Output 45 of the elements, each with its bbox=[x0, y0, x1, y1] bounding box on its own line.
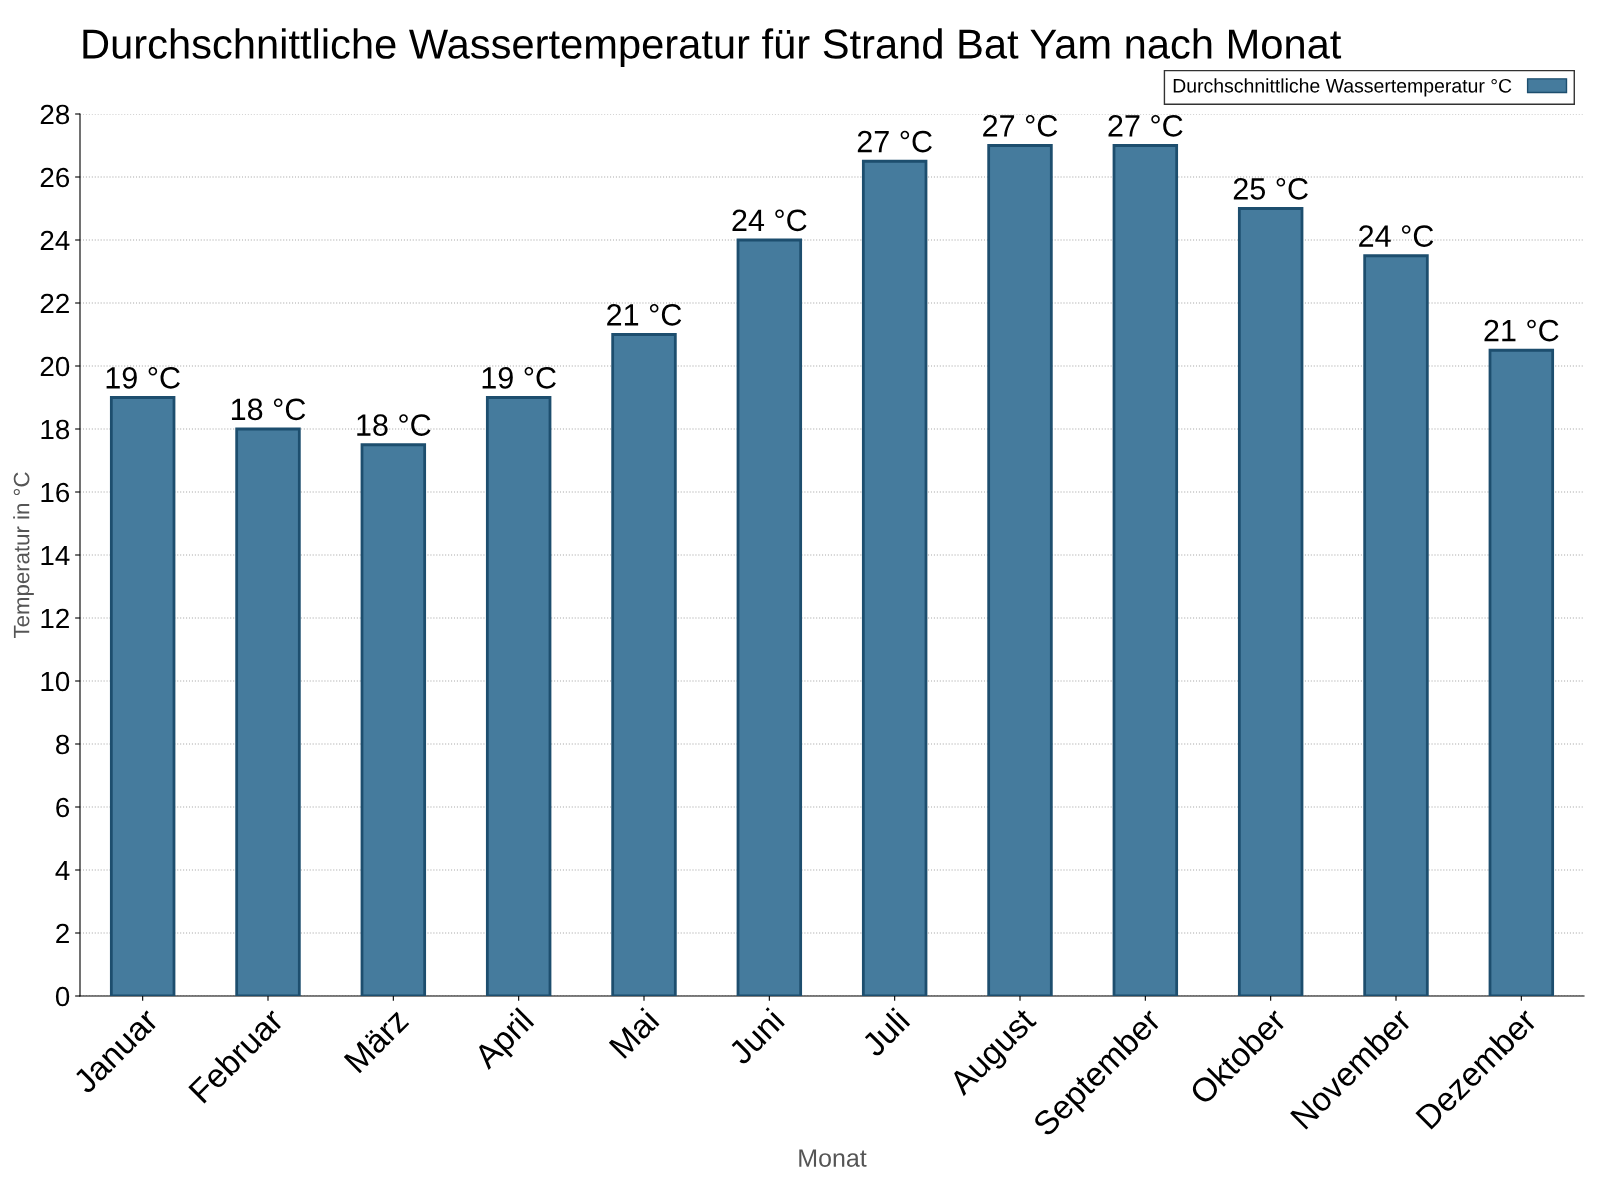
bar bbox=[235, 427, 301, 996]
y-tick-label: 0 bbox=[55, 986, 70, 1007]
bar bbox=[861, 159, 928, 996]
bar bbox=[611, 333, 677, 996]
y-tick-label: 24 bbox=[40, 230, 70, 251]
data-label: 27 °C bbox=[857, 130, 932, 153]
data-label: 25 °C bbox=[1233, 178, 1308, 200]
y-tick-label: 20 bbox=[40, 356, 70, 377]
data-label: 24 °C bbox=[1359, 225, 1434, 247]
y-tick-label: 18 bbox=[41, 419, 70, 440]
y-tick-label: 6 bbox=[56, 797, 70, 818]
bar bbox=[360, 443, 427, 996]
y-tick-label: 4 bbox=[55, 860, 70, 881]
y-tick-label: 8 bbox=[56, 734, 70, 755]
y-tick-label: 14 bbox=[41, 545, 70, 566]
y-tick-label: 22 bbox=[40, 293, 69, 314]
y-tick-label: 26 bbox=[40, 167, 70, 188]
bar bbox=[1112, 144, 1179, 996]
data-label: 18 °C bbox=[357, 414, 431, 436]
data-label: 21 °C bbox=[607, 304, 682, 326]
y-axis-title: Temperatur in °C bbox=[13, 472, 34, 638]
bar bbox=[1237, 207, 1304, 996]
bar bbox=[1488, 348, 1555, 996]
y-tick-label: 16 bbox=[41, 482, 70, 503]
data-label: 27 °C bbox=[983, 115, 1058, 137]
x-axis-title: Monat bbox=[799, 1149, 867, 1167]
x-tick-label: Mai bbox=[607, 1007, 660, 1060]
data-label: 19 °C bbox=[106, 367, 180, 389]
y-tick-label: 12 bbox=[41, 608, 69, 629]
data-label: 27 °C bbox=[1108, 115, 1183, 137]
data-label: 24 °C bbox=[732, 209, 807, 232]
bar bbox=[736, 238, 803, 996]
y-tick-label: 10 bbox=[41, 671, 70, 692]
data-label: 19 °C bbox=[482, 367, 556, 389]
chart-title: Durchschnittliche Wassertemperatur für Strand Bat Yam nach Monat bbox=[83, 28, 1342, 68]
legend-label: Durchschnittliche Wassertemperatur °C bbox=[1173, 78, 1512, 97]
bar bbox=[1363, 254, 1429, 996]
data-label: 18 °C bbox=[231, 398, 306, 421]
y-tick-label: 28 bbox=[40, 104, 70, 125]
bar bbox=[109, 396, 176, 996]
bar bbox=[485, 396, 552, 996]
y-tick-label: 2 bbox=[56, 923, 69, 944]
bar bbox=[987, 144, 1053, 996]
data-label: 21 °C bbox=[1484, 319, 1559, 342]
x-tick-label: Juli bbox=[859, 1007, 911, 1059]
